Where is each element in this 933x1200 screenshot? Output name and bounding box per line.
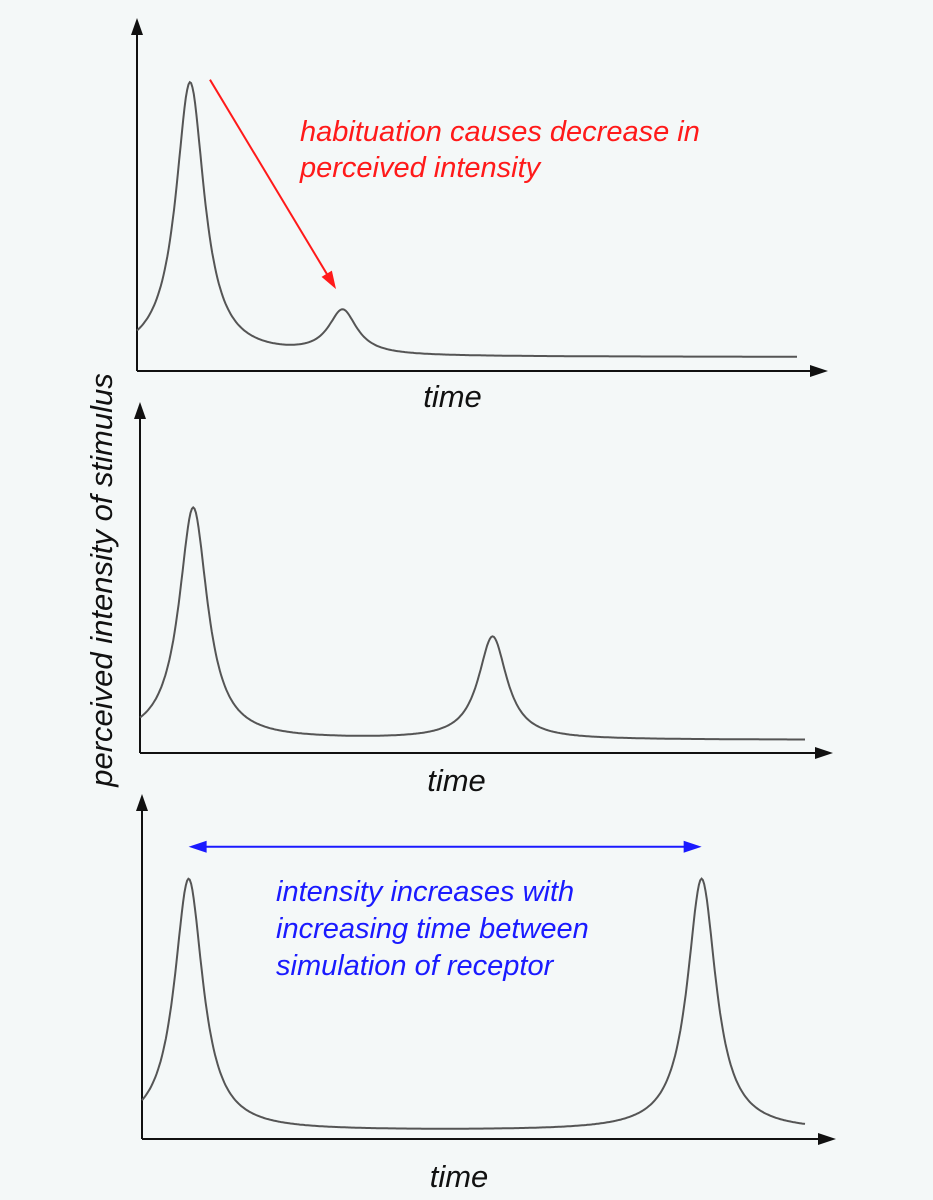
panel-bottom-annotation-line-2: increasing time between	[276, 913, 589, 945]
panel-middle-response-curve	[139, 505, 805, 741]
panel-middle-y-axis-arrowhead	[134, 402, 146, 419]
panel-bottom: time intensity increases with increasing t…	[136, 794, 836, 1194]
panel-top-response-curve	[136, 80, 797, 358]
panel-top: time habituation causes decrease in percei…	[131, 18, 828, 414]
panel-middle: time	[134, 402, 833, 798]
panel-bottom-annotation-arrowhead	[683, 840, 702, 853]
panel-top-annotation-line-2: perceived intensity	[299, 152, 542, 184]
y-axis-label: perceived intensity of stimulus	[84, 373, 119, 788]
panel-bottom-annotation-line-3: simulation of receptor	[276, 950, 555, 982]
panel-top-annotation-line-1: habituation causes decrease in	[300, 116, 700, 148]
panel-bottom-x-axis-arrowhead	[818, 1133, 836, 1145]
panel-middle-x-axis-arrowhead	[815, 747, 833, 759]
panel-top-y-axis-arrowhead	[131, 18, 143, 35]
panel-bottom-y-axis-arrowhead	[136, 794, 148, 811]
panel-bottom-x-axis-label: time	[430, 1159, 489, 1194]
panel-top-annotation-arrowhead	[321, 270, 337, 290]
panel-middle-x-axis-label: time	[427, 763, 486, 798]
panel-bottom-annotation-arrowhead-start	[188, 840, 207, 853]
panel-top-annotation-arrow	[209, 79, 329, 276]
panel-bottom-response-curve	[141, 877, 806, 1130]
panel-bottom-annotation-line-1: intensity increases with	[276, 876, 574, 908]
panel-top-x-axis-arrowhead	[810, 365, 828, 377]
panel-top-x-axis-label: time	[423, 379, 482, 414]
